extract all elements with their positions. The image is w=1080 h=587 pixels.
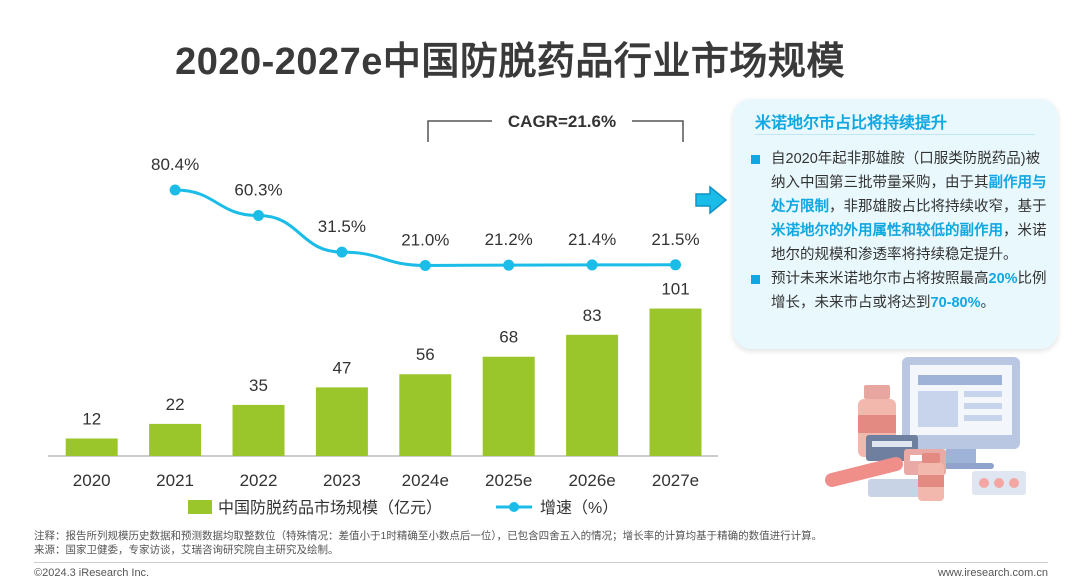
growth-point — [586, 259, 598, 271]
growth-point — [253, 210, 264, 222]
bullet-square-icon — [751, 275, 760, 284]
growth-point — [169, 184, 181, 196]
bar-2022 — [232, 404, 285, 456]
x-tick-label: 2025e — [485, 471, 532, 490]
growth-value-label: 21.0% — [401, 230, 449, 249]
footnote-remark: 注释：报告所列规模历史数据和预测数据均取整数位（特殊情况：差值小于1时精确至小数… — [34, 530, 823, 542]
growth-point — [336, 246, 348, 258]
bullet1-text-3: ，米诺地尔的规模和渗透率将持续稳定提升。 — [771, 223, 1047, 263]
bullet1-highlight-2: 米诺地尔的外用属性和较低的副作用 — [771, 223, 1003, 239]
bar-2023 — [315, 387, 368, 456]
growth-value-label: 21.2% — [485, 230, 533, 249]
x-tick-label: 2020 — [73, 471, 111, 490]
x-tick-label: 2021 — [156, 471, 194, 490]
bar-2027e — [649, 308, 702, 456]
arrow-right-icon — [695, 185, 728, 215]
legend-line-label: 增速（%） — [540, 499, 618, 517]
bar-value-label: 12 — [82, 409, 101, 428]
bullet2-highlight-2: 70-80% — [930, 295, 981, 311]
x-tick-label: 2024e — [402, 471, 449, 490]
bullet1-text-2: ，非那雄胺占比将持续收窄，基于 — [829, 199, 1047, 215]
bar-2020 — [65, 438, 118, 456]
growth-value-label: 21.4% — [568, 230, 616, 249]
pharmacy-illustration-icon — [824, 357, 1026, 501]
copyright-text: ©2024.3 iResearch Inc. — [34, 567, 150, 579]
growth-point — [503, 259, 515, 271]
bullet1-highlight-1: 副作用与处方限制 — [771, 175, 1047, 215]
x-tick-label: 2027e — [652, 471, 699, 490]
growth-value-label: 21.5% — [651, 230, 699, 249]
x-tick-label: 2026e — [568, 471, 615, 490]
growth-value-label: 60.3% — [234, 181, 282, 200]
bar-2025e — [482, 356, 535, 456]
bar-value-label: 56 — [416, 345, 435, 364]
bar-2024e — [399, 374, 452, 456]
page-title: 2020-2027e中国防脱药品行业市场规模 — [175, 41, 845, 83]
growth-rate-line — [175, 188, 676, 267]
legend-line-marker — [509, 502, 519, 512]
bullet2-text-1: 预计未来米诺地尔市占将按照最高 — [771, 271, 989, 287]
bar-value-label: 35 — [249, 376, 268, 395]
panel-title: 米诺地尔市占比将持续提升 — [755, 115, 948, 132]
bullet-item-minoxidil: 预计未来米诺地尔市占将按照最高20%比例增长，未来市占或将达到70-80%。 — [751, 267, 1051, 315]
bullet2-text-2: 比例增长，未来市占或将达到 — [771, 271, 1047, 311]
bullet-square-icon — [751, 155, 760, 164]
legend-bar-swatch — [188, 500, 212, 514]
footnotes: 注释：报告所列规模历史数据和预测数据均取整数位（特殊情况：差值小于1时精确至小数… — [34, 529, 822, 557]
footer-divider — [34, 562, 1048, 563]
growth-value-label: 31.5% — [318, 217, 366, 236]
cagr-bracket-left — [427, 120, 492, 142]
market-size-chart: 12 2020 22 2021 35 2022 47 2023 56 2024e 68 2025e 83… — [48, 112, 718, 517]
growth-value-label: 80.4% — [151, 155, 199, 174]
growth-point — [670, 259, 681, 271]
bar-value-label: 101 — [661, 280, 689, 299]
bullet1-text-1: 自2020年起非那雄胺（口服类防脱药品)被纳入中国第三批带量采购，由于其 — [771, 151, 1041, 191]
bar-2026e — [566, 334, 619, 456]
bullet2-highlight-1: 20% — [988, 271, 1018, 287]
bar-value-label: 22 — [166, 395, 185, 414]
cagr-label: CAGR=21.6% — [508, 112, 616, 131]
footnote-source: 来源：国家卫健委，专家访谈，艾瑞咨询研究院自主研究及绘制。 — [34, 544, 339, 556]
bar-value-label: 47 — [332, 358, 351, 377]
x-tick-label: 2022 — [240, 471, 278, 490]
info-panel: 米诺地尔市占比将持续提升 自2020年起非那雄胺（口服类防脱药品)被纳入中国第三… — [733, 99, 1058, 349]
bullet2-text-3: 。 — [980, 295, 995, 311]
x-tick-label: 2023 — [323, 471, 361, 490]
panel-bullet-list: 自2020年起非那雄胺（口服类防脱药品)被纳入中国第三批带量采购，由于其副作用与… — [751, 147, 1051, 315]
growth-point — [419, 259, 431, 271]
cagr-bracket-right — [632, 120, 684, 142]
bar-2021 — [149, 423, 202, 456]
bullet-item-finasteride: 自2020年起非那雄胺（口服类防脱药品)被纳入中国第三批带量采购，由于其副作用与… — [751, 147, 1051, 267]
bar-value-label: 68 — [499, 328, 518, 347]
legend-bar-label: 中国防脱药品市场规模（亿元） — [218, 499, 442, 517]
website-text: www.iresearch.com.cn — [937, 567, 1048, 579]
panel-divider — [755, 134, 1035, 135]
bar-value-label: 83 — [583, 306, 602, 325]
